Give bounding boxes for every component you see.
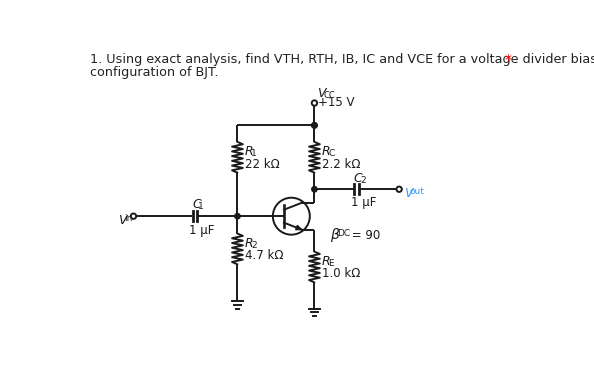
Text: 2: 2 <box>360 176 365 184</box>
Text: 1 μF: 1 μF <box>350 196 376 209</box>
Circle shape <box>312 186 317 192</box>
Text: V: V <box>318 87 326 100</box>
Circle shape <box>312 122 317 128</box>
Text: R: R <box>322 255 331 268</box>
Text: 1.0 kΩ: 1.0 kΩ <box>322 268 361 280</box>
Polygon shape <box>296 225 302 230</box>
Text: 1: 1 <box>198 202 204 211</box>
Text: 4.7 kΩ: 4.7 kΩ <box>245 249 284 262</box>
Text: in: in <box>124 214 132 223</box>
Text: DC: DC <box>337 229 350 238</box>
Text: +15 V: +15 V <box>318 96 354 109</box>
Text: V: V <box>404 186 412 200</box>
Circle shape <box>312 122 317 128</box>
Text: V: V <box>118 214 127 227</box>
Text: C: C <box>353 172 362 185</box>
Text: out: out <box>410 187 425 196</box>
Text: 1 μF: 1 μF <box>189 223 214 237</box>
Circle shape <box>235 213 240 219</box>
Text: E: E <box>328 259 334 268</box>
Text: 1. Using exact analysis, find VTH, RTH, IB, IC and VCE for a voltage divider bia: 1. Using exact analysis, find VTH, RTH, … <box>90 53 594 66</box>
Text: β: β <box>330 229 339 243</box>
Text: 1: 1 <box>251 149 257 158</box>
Text: C: C <box>328 149 334 158</box>
Text: configuration of BJT.: configuration of BJT. <box>90 66 218 79</box>
Text: R: R <box>245 237 254 250</box>
Text: 22 kΩ: 22 kΩ <box>245 158 280 171</box>
Text: C: C <box>192 198 201 211</box>
Text: R: R <box>245 145 254 158</box>
Text: = 90: = 90 <box>347 229 380 242</box>
Text: R: R <box>322 145 331 158</box>
Text: 2.2 kΩ: 2.2 kΩ <box>322 158 361 171</box>
Text: 2: 2 <box>251 241 257 250</box>
Text: CC: CC <box>324 91 336 100</box>
Text: *: * <box>505 53 511 67</box>
